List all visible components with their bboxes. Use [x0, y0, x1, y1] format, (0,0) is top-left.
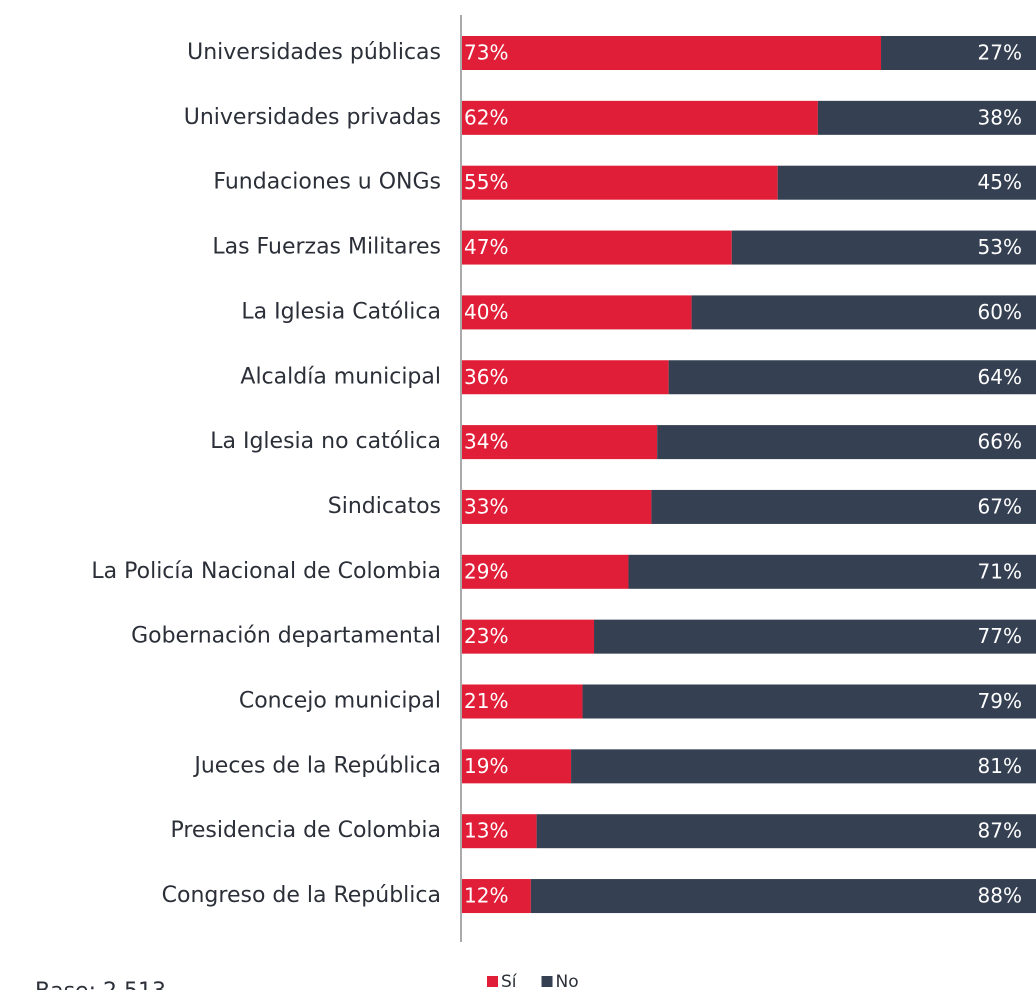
value-label: 79%: [978, 689, 1022, 713]
bar-segment: [530, 879, 1036, 914]
bar-segment: [462, 749, 572, 784]
value-label: 19%: [464, 754, 508, 778]
value-label: 40%: [464, 300, 508, 324]
category-label: La Iglesia Católica: [241, 299, 441, 324]
note: Base: 2.513: [35, 979, 166, 990]
category-label: Concejo municipal: [239, 689, 441, 714]
bar-segment: [462, 619, 595, 654]
category-label: Las Fuerzas Militares: [212, 235, 441, 260]
category-label: Jueces de la República: [192, 753, 441, 778]
category-label: Fundaciones u ONGs: [213, 170, 441, 195]
value-label: 81%: [978, 754, 1022, 778]
category-label: Sindicatos: [328, 494, 441, 519]
value-label: 36%: [464, 365, 508, 389]
value-label: 87%: [978, 819, 1022, 843]
bar-segment: [462, 684, 583, 719]
bar-segment: [462, 100, 818, 135]
legend-swatch: [487, 976, 498, 987]
category-label: La Policía Nacional de Colombia: [91, 559, 441, 584]
value-label: 21%: [464, 689, 508, 713]
bar-segment: [657, 425, 1036, 460]
bar-segment: [777, 165, 1036, 200]
legend-label: Sí: [501, 972, 518, 990]
category-label: Universidades privadas: [184, 105, 441, 130]
value-label: 38%: [978, 105, 1022, 129]
category-label: Universidades públicas: [187, 40, 441, 65]
bar-segment: [462, 165, 778, 200]
bar-segment: [817, 100, 1036, 135]
bar-segment: [628, 554, 1036, 589]
value-label: 29%: [464, 559, 508, 583]
bar-segment: [462, 814, 537, 849]
category-label: Congreso de la República: [162, 883, 441, 908]
bar-segment: [462, 879, 531, 914]
value-label: 71%: [978, 559, 1022, 583]
value-label: 73%: [464, 41, 508, 65]
bar-segment: [462, 295, 692, 330]
value-label: 34%: [464, 430, 508, 454]
value-label: 67%: [978, 494, 1022, 518]
bar-segment: [582, 684, 1036, 719]
bar-segment: [536, 814, 1036, 849]
value-label: 47%: [464, 235, 508, 259]
bar-segment: [731, 230, 1036, 265]
bar-segment: [462, 554, 629, 589]
bar-segment: [462, 36, 882, 70]
bar-segment: [462, 230, 732, 265]
value-label: 45%: [978, 170, 1022, 194]
bar-segment: [462, 425, 658, 460]
legend-swatch: [541, 976, 553, 987]
value-label: 13%: [464, 819, 508, 843]
bar-segment: [691, 295, 1036, 330]
value-label: 53%: [978, 235, 1022, 259]
value-label: 66%: [978, 430, 1022, 454]
category-label: La Iglesia no católica: [210, 429, 441, 454]
value-label: 12%: [464, 884, 508, 908]
value-label: 33%: [464, 494, 508, 518]
bar-segment: [881, 36, 1036, 70]
value-label: 64%: [978, 365, 1022, 389]
value-label: 62%: [464, 105, 508, 129]
category-label: Presidencia de Colombia: [170, 818, 441, 843]
value-label: 88%: [978, 884, 1022, 908]
bar-segment: [462, 360, 669, 395]
category-label: Alcaldía municipal: [240, 364, 441, 389]
value-label: 27%: [978, 41, 1022, 65]
value-label: 60%: [978, 300, 1022, 324]
value-label: 55%: [464, 170, 508, 194]
bar-segment: [668, 360, 1036, 395]
value-label: 77%: [978, 624, 1022, 648]
legend-label: No: [556, 972, 579, 990]
value-label: 23%: [464, 624, 508, 648]
bar-segment: [571, 749, 1036, 784]
bar-segment: [462, 489, 652, 524]
bar-segment: [651, 489, 1036, 524]
category-label: Gobernación departamental: [131, 624, 441, 649]
bar-segment: [594, 619, 1036, 654]
